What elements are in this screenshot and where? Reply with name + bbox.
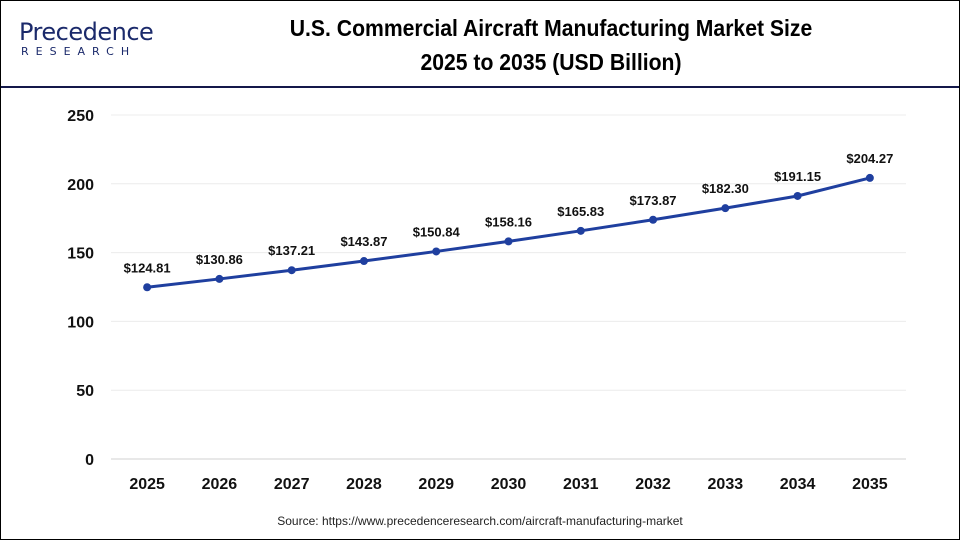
x-tick-label: 2035 [852, 476, 888, 493]
data-label: $124.81 [124, 260, 171, 275]
header: Precedence RESEARCH U.S. Commercial Airc… [1, 1, 959, 88]
x-tick-label: 2033 [708, 476, 744, 493]
x-tick-label: 2028 [346, 476, 382, 493]
data-label: $158.16 [485, 214, 532, 229]
x-tick-label: 2027 [274, 476, 310, 493]
logo-line2: RESEARCH [21, 45, 137, 58]
data-label: $182.30 [702, 181, 749, 196]
precedence-research-logo: Precedence RESEARCH [19, 18, 154, 59]
data-label: $143.87 [340, 234, 387, 249]
y-tick-label: 100 [67, 314, 94, 331]
data-point [793, 191, 802, 200]
x-tick-label: 2030 [491, 476, 527, 493]
data-point [432, 247, 441, 256]
y-tick-label: 250 [67, 108, 94, 125]
logo-line1: Precedence [19, 18, 154, 46]
x-tick-label: 2031 [563, 476, 599, 493]
data-label: $130.86 [196, 252, 243, 267]
data-label: $150.84 [413, 224, 461, 239]
source-note: Source: https://www.precedenceresearch.c… [277, 514, 683, 528]
x-tick-label: 2025 [129, 476, 165, 493]
data-point [215, 274, 224, 283]
data-point [721, 204, 730, 213]
data-label: $165.83 [557, 204, 604, 219]
data-point [359, 257, 368, 266]
data-label: $204.27 [846, 151, 893, 166]
data-point [649, 215, 658, 224]
x-tick-label: 2034 [780, 476, 816, 493]
data-point [143, 283, 152, 292]
data-point [504, 237, 513, 246]
y-tick-label: 200 [67, 177, 94, 194]
y-tick-label: 50 [76, 383, 94, 400]
x-tick-label: 2026 [202, 476, 238, 493]
data-label: $173.87 [630, 193, 677, 208]
data-point [576, 226, 585, 235]
chart-title: U.S. Commercial Aircraft Manufacturing M… [257, 11, 846, 79]
series-line [146, 176, 871, 289]
data-label: $137.21 [268, 243, 315, 258]
data-point [287, 266, 296, 275]
title-line-2: 2025 to 2035 (USD Billion) [420, 49, 682, 75]
y-tick-label: 150 [67, 246, 94, 263]
title-line-1: U.S. Commercial Aircraft Manufacturing M… [289, 15, 813, 41]
data-point [865, 173, 874, 182]
x-tick-label: 2032 [635, 476, 671, 493]
y-tick-label: 0 [85, 452, 94, 469]
data-label: $191.15 [774, 169, 821, 184]
x-tick-label: 2029 [418, 476, 454, 493]
